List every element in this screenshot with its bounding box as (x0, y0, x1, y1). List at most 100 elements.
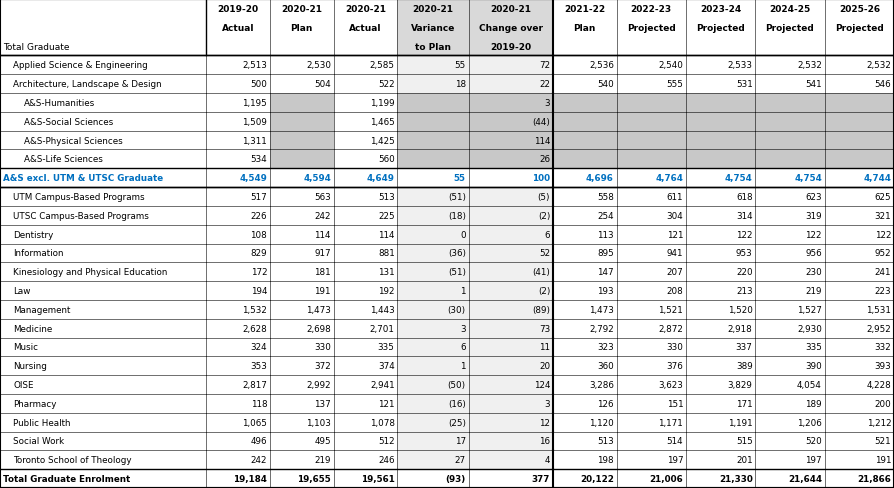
Bar (270, 450, 333, 469)
Bar (333, 282, 397, 300)
Bar (0, 263, 207, 282)
Text: 2019-20: 2019-20 (490, 42, 531, 51)
Bar (552, 432, 617, 450)
Bar (207, 0, 270, 56)
Text: 121: 121 (378, 399, 394, 408)
Text: A&S-Physical Sciences: A&S-Physical Sciences (24, 136, 122, 145)
Bar (207, 263, 270, 282)
Text: 522: 522 (378, 80, 394, 89)
Text: 73: 73 (539, 324, 550, 333)
Text: 337: 337 (736, 343, 753, 352)
Text: 611: 611 (667, 193, 683, 202)
Text: 26: 26 (539, 155, 550, 164)
Bar (397, 150, 468, 169)
Text: Total Graduate Enrolment: Total Graduate Enrolment (3, 474, 130, 483)
Text: 1,206: 1,206 (797, 418, 822, 427)
Bar (552, 338, 617, 357)
Bar (333, 357, 397, 375)
Bar (755, 0, 824, 56)
Text: 1,465: 1,465 (370, 118, 394, 126)
Text: 21,644: 21,644 (788, 474, 822, 483)
Text: (2): (2) (538, 211, 550, 221)
Text: 3,286: 3,286 (589, 380, 614, 389)
Text: 335: 335 (805, 343, 822, 352)
Text: UTM Campus-Based Programs: UTM Campus-Based Programs (13, 193, 145, 202)
Bar (755, 225, 824, 244)
Text: 122: 122 (736, 230, 753, 239)
Bar (0, 131, 207, 150)
Bar (686, 394, 755, 413)
Bar (755, 319, 824, 338)
Text: Plan: Plan (574, 23, 596, 33)
Text: 4,754: 4,754 (725, 174, 753, 183)
Text: 19,561: 19,561 (361, 474, 394, 483)
Bar (755, 375, 824, 394)
Text: 171: 171 (736, 399, 753, 408)
Text: 21,006: 21,006 (650, 474, 683, 483)
Bar (617, 357, 686, 375)
Text: (50): (50) (448, 380, 466, 389)
Bar (333, 413, 397, 432)
Bar (333, 206, 397, 225)
Bar (0, 432, 207, 450)
Bar (468, 75, 552, 94)
Bar (552, 394, 617, 413)
Text: 219: 219 (315, 455, 331, 465)
Bar (686, 469, 755, 488)
Text: 1,473: 1,473 (306, 305, 331, 314)
Bar (468, 319, 552, 338)
Bar (207, 131, 270, 150)
Bar (686, 319, 755, 338)
Text: 1,509: 1,509 (242, 118, 267, 126)
Bar (333, 375, 397, 394)
Bar (397, 244, 468, 263)
Text: 2020-21: 2020-21 (412, 5, 453, 14)
Bar (333, 94, 397, 113)
Text: 4,649: 4,649 (367, 174, 394, 183)
Text: 531: 531 (736, 80, 753, 89)
Bar (270, 113, 333, 131)
Text: 2,536: 2,536 (589, 61, 614, 70)
Bar (824, 188, 894, 206)
Text: 12: 12 (539, 418, 550, 427)
Text: 563: 563 (314, 193, 331, 202)
Bar (207, 394, 270, 413)
Bar (468, 56, 552, 75)
Bar (333, 394, 397, 413)
Text: 2,792: 2,792 (589, 324, 614, 333)
Text: 2,817: 2,817 (242, 380, 267, 389)
Text: 100: 100 (532, 174, 550, 183)
Bar (207, 169, 270, 188)
Text: 246: 246 (378, 455, 394, 465)
Bar (468, 375, 552, 394)
Bar (552, 375, 617, 394)
Text: 2,701: 2,701 (370, 324, 394, 333)
Text: 2020-21: 2020-21 (282, 5, 322, 14)
Text: 1,531: 1,531 (866, 305, 891, 314)
Bar (397, 56, 468, 75)
Bar (552, 225, 617, 244)
Bar (617, 244, 686, 263)
Bar (755, 75, 824, 94)
Bar (686, 94, 755, 113)
Text: 114: 114 (378, 230, 394, 239)
Bar (755, 150, 824, 169)
Bar (824, 263, 894, 282)
Text: 197: 197 (805, 455, 822, 465)
Text: 372: 372 (314, 362, 331, 370)
Text: 330: 330 (666, 343, 683, 352)
Bar (755, 263, 824, 282)
Text: Architecture, Landscape & Design: Architecture, Landscape & Design (13, 80, 162, 89)
Bar (686, 56, 755, 75)
Bar (468, 469, 552, 488)
Bar (686, 206, 755, 225)
Bar (468, 188, 552, 206)
Bar (397, 131, 468, 150)
Bar (824, 225, 894, 244)
Text: 0: 0 (460, 230, 466, 239)
Bar (270, 75, 333, 94)
Bar (468, 338, 552, 357)
Text: 2019-20: 2019-20 (217, 5, 258, 14)
Text: 1,103: 1,103 (306, 418, 331, 427)
Text: 2023-24: 2023-24 (700, 5, 741, 14)
